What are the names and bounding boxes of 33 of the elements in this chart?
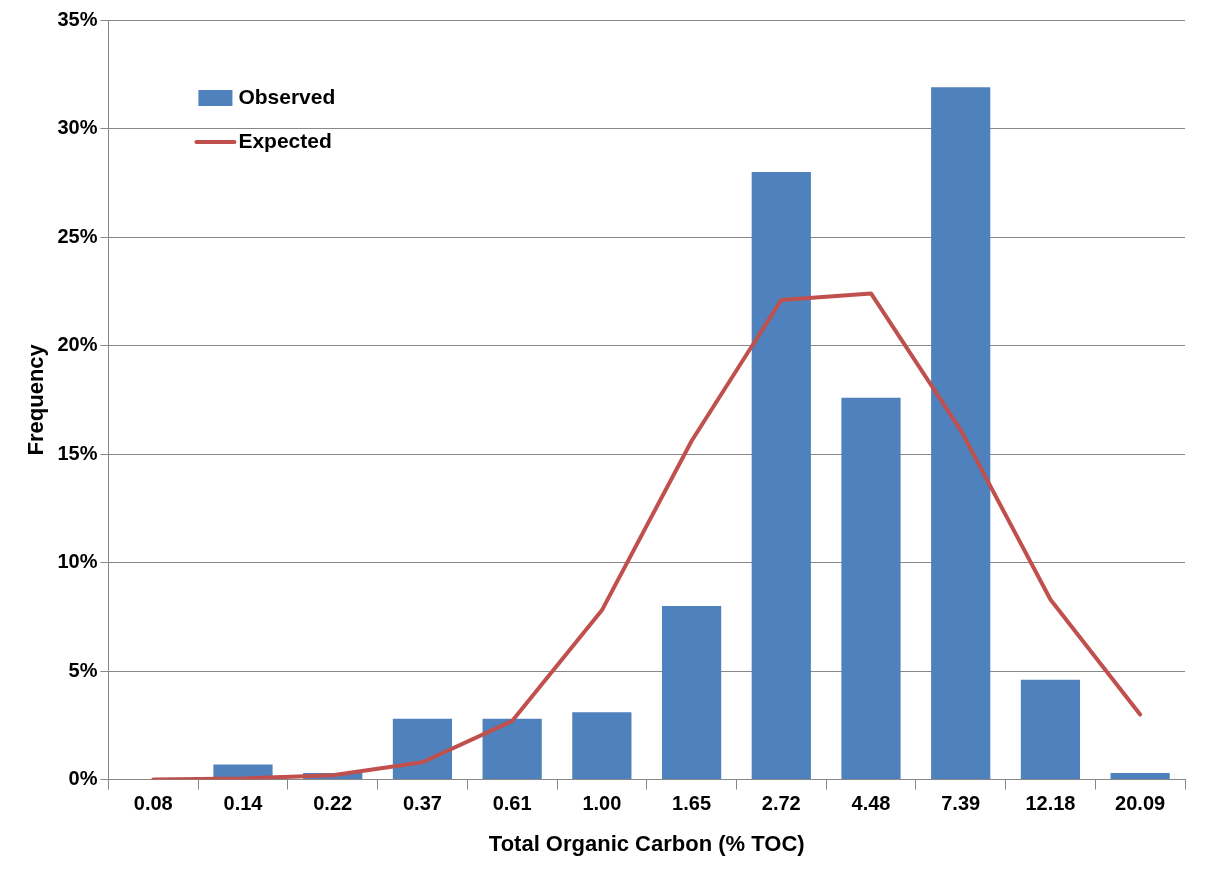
x-tick-label: 0.08 [133,792,173,815]
x-tick-label: 1.65 [672,792,712,815]
y-tick-label: 15% [57,441,98,464]
x-tick-label: 12.18 [1025,792,1076,815]
x-axis-title: Total Organic Carbon (% TOC) [488,830,805,856]
y-tick-label: 0% [68,767,98,790]
y-tick-label: 10% [57,550,98,573]
x-tick-label: 1.00 [582,792,622,815]
bar [841,397,901,780]
y-tick-label: 35% [57,7,98,30]
bar [661,605,722,780]
bar [751,171,811,780]
y-tick-label: 20% [57,333,98,356]
y-tick-label: 30% [57,116,98,139]
x-tick-label: 0.14 [223,792,264,815]
x-tick-label: 2.72 [761,792,801,815]
bar [931,87,991,780]
x-tick-label: 7.39 [941,792,981,815]
bar [1110,773,1170,780]
x-tick-label: 0.37 [402,792,442,815]
legend-label: Expected [238,128,332,152]
y-axis-title: Frequency [23,343,49,456]
bar [482,718,542,780]
bar [1020,679,1081,780]
bar [392,718,453,780]
y-tick-label: 5% [68,658,98,681]
x-tick-label: 4.48 [851,792,891,815]
y-tick-label: 25% [57,224,98,247]
bar [572,712,632,780]
x-tick-label: 0.22 [313,792,353,815]
legend-label: Observed [238,84,336,108]
x-tick-label: 20.09 [1115,792,1166,815]
x-tick-label: 0.61 [492,792,532,815]
